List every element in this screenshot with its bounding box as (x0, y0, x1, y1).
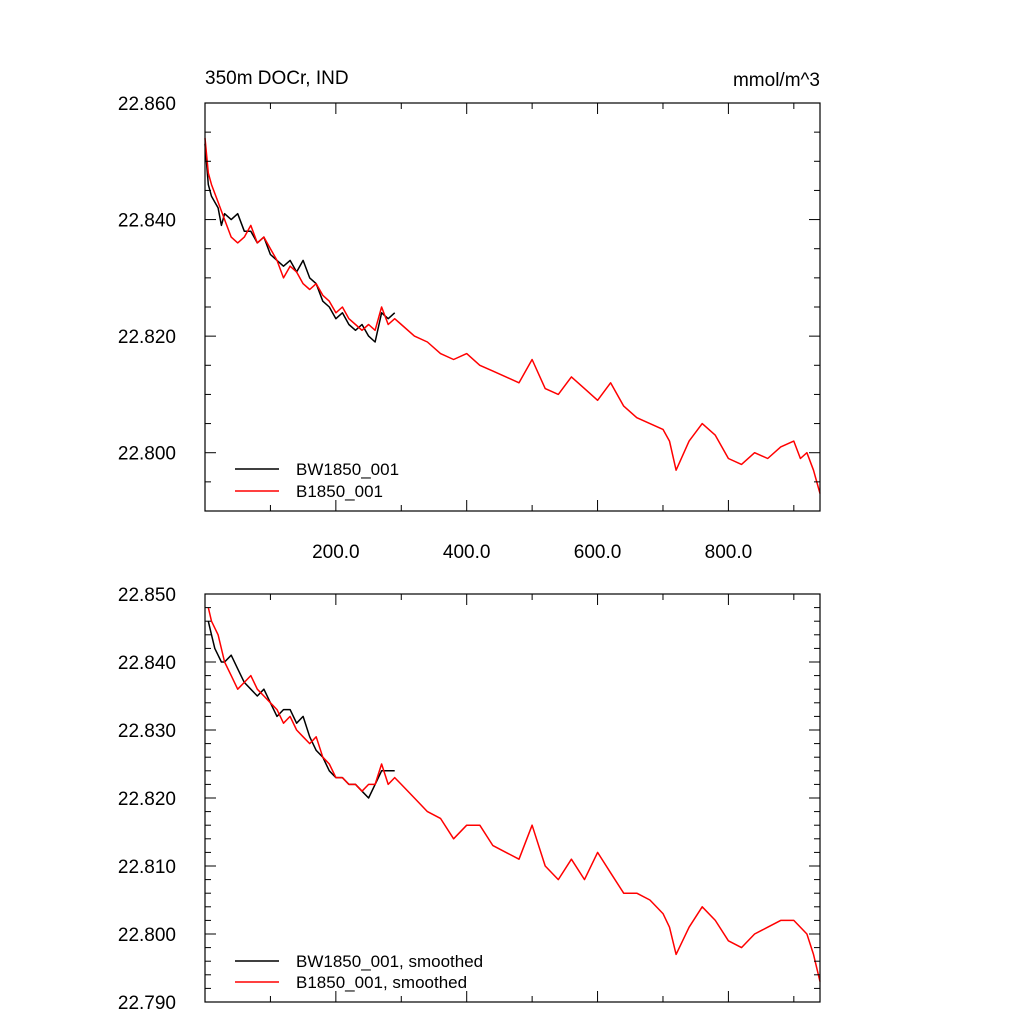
legend-label: BW1850_001, smoothed (296, 952, 483, 971)
bottom-y-tick-labels: 22.790 22.800 22.810 22.820 22.830 22.84… (118, 585, 176, 1014)
top-panel: 350m DOCr, IND mmol/m^3 22.800 22.820 22… (118, 68, 821, 563)
bottom-axis-ticks (205, 593, 820, 1003)
chart-title: 350m DOCr, IND (205, 68, 349, 89)
top-plot-frame (204, 102, 821, 512)
y-tick-label: 22.860 (118, 94, 176, 115)
series-line-bw1850-smoothed (207, 621, 395, 799)
y-tick-label: 22.830 (118, 721, 176, 742)
x-tick-label: 200.0 (312, 542, 360, 563)
y-tick-label: 22.790 (118, 993, 176, 1014)
top-plot-area (204, 137, 821, 494)
x-tick-label: 600.0 (574, 542, 622, 563)
legend-label: B1850_001, smoothed (296, 973, 467, 992)
legend-label: BW1850_001 (296, 460, 399, 479)
y-tick-label: 22.800 (118, 925, 176, 946)
x-tick-label: 400.0 (443, 542, 491, 563)
top-legend: BW1850_001 B1850_001 (235, 460, 399, 501)
series-line-b1850 (204, 137, 821, 494)
series-line-bw1850 (204, 143, 396, 343)
legend-label: B1850_001 (296, 482, 383, 501)
y-tick-label: 22.800 (118, 444, 176, 465)
bottom-panel: 22.790 22.800 22.810 22.820 22.830 22.84… (118, 585, 821, 1014)
x-tick-label: 800.0 (705, 542, 753, 563)
y-tick-label: 22.810 (118, 857, 176, 878)
top-axis-ticks (205, 102, 820, 512)
top-y-tick-labels: 22.800 22.820 22.840 22.860 (118, 94, 176, 465)
y-tick-label: 22.840 (118, 653, 176, 674)
bottom-legend: BW1850_001, smoothed B1850_001, smoothed (235, 952, 483, 992)
top-x-tick-labels: 200.0 400.0 600.0 800.0 (312, 542, 752, 563)
y-tick-label: 22.820 (118, 327, 176, 348)
y-tick-label: 22.820 (118, 789, 176, 810)
bottom-plot-area (207, 607, 821, 982)
series-line-b1850-smoothed (207, 607, 821, 982)
y-tick-label: 22.840 (118, 211, 176, 232)
units-label: mmol/m^3 (733, 70, 820, 91)
y-tick-label: 22.850 (118, 585, 176, 606)
